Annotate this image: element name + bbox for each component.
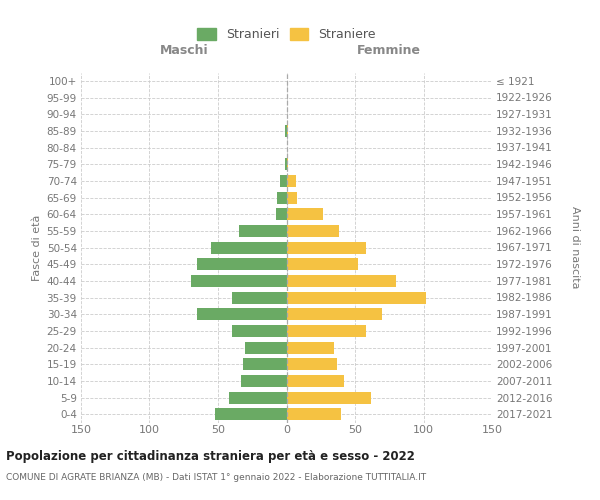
Legend: Stranieri, Straniere: Stranieri, Straniere <box>192 22 381 46</box>
Y-axis label: Anni di nascita: Anni di nascita <box>569 206 580 288</box>
Text: Maschi: Maschi <box>160 44 208 57</box>
Bar <box>211 242 287 254</box>
Bar <box>287 408 341 420</box>
Bar <box>232 292 287 304</box>
Text: COMUNE DI AGRATE BRIANZA (MB) - Dati ISTAT 1° gennaio 2022 - Elaborazione TUTTIT: COMUNE DI AGRATE BRIANZA (MB) - Dati IST… <box>6 472 426 482</box>
Bar <box>242 358 287 370</box>
Bar <box>287 225 338 237</box>
Bar <box>287 392 371 404</box>
Bar <box>287 175 296 187</box>
Bar <box>197 258 287 270</box>
Bar <box>287 192 298 203</box>
Bar <box>287 325 366 337</box>
Bar <box>287 208 323 220</box>
Text: Popolazione per cittadinanza straniera per età e sesso - 2022: Popolazione per cittadinanza straniera p… <box>6 450 415 463</box>
Bar <box>287 308 382 320</box>
Bar <box>215 408 287 420</box>
Y-axis label: Fasce di età: Fasce di età <box>32 214 43 280</box>
Bar <box>285 158 287 170</box>
Bar <box>232 325 287 337</box>
Bar <box>241 375 287 387</box>
Bar <box>287 342 334 353</box>
Bar <box>239 225 287 237</box>
Bar <box>287 358 337 370</box>
Bar <box>287 375 344 387</box>
Text: Femmine: Femmine <box>357 44 421 57</box>
Bar <box>287 242 366 254</box>
Bar <box>287 158 288 170</box>
Bar <box>287 275 396 287</box>
Bar <box>287 292 426 304</box>
Bar <box>229 392 287 404</box>
Bar <box>285 125 287 137</box>
Bar <box>191 275 287 287</box>
Bar <box>277 192 287 203</box>
Bar <box>275 208 287 220</box>
Bar <box>287 125 288 137</box>
Bar <box>197 308 287 320</box>
Bar <box>287 258 358 270</box>
Bar <box>280 175 287 187</box>
Bar <box>245 342 287 353</box>
